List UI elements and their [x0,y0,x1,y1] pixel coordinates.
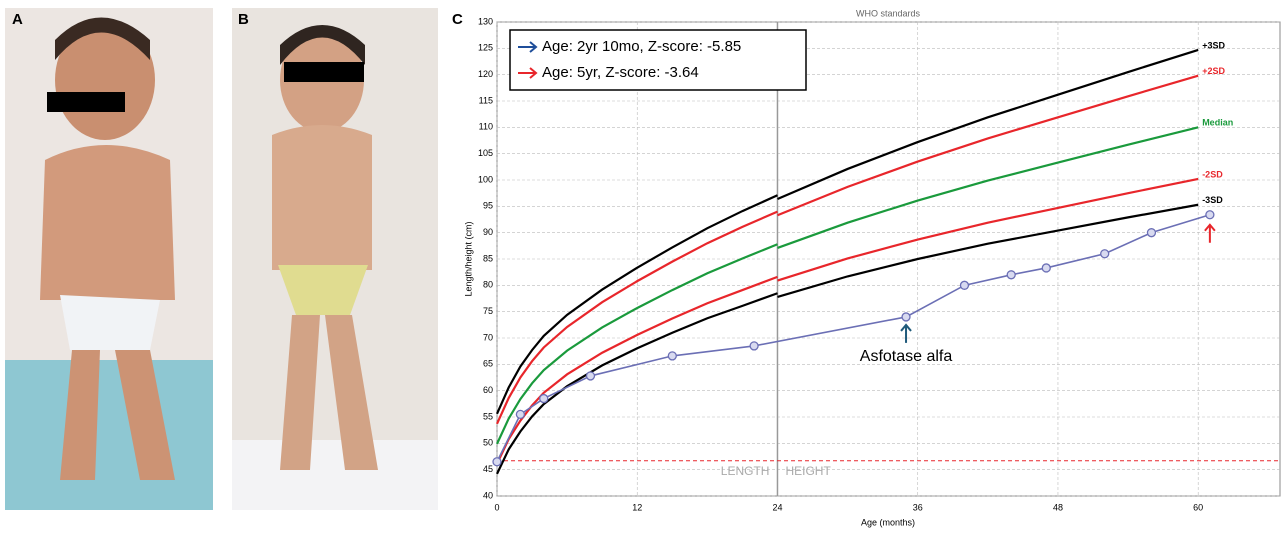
legend-label: Age: 5yr, Z-score: -3.64 [542,64,699,81]
y-tick-label: 100 [478,174,493,184]
y-tick-label: 60 [483,385,493,395]
series-label: +3SD [1202,40,1225,50]
series-line [497,76,1198,424]
data-point [1147,229,1155,237]
x-tick-label: 0 [494,502,499,512]
y-tick-label: 110 [479,122,493,132]
chart-title: WHO standards [856,8,921,18]
series-label: -2SD [1202,169,1223,179]
y-tick-label: 95 [483,201,493,211]
y-tick-label: 120 [478,69,493,79]
series-label: Median [1202,118,1233,128]
y-tick-label: 75 [483,306,493,316]
y-tick-label: 125 [478,43,493,53]
panel-label: A [12,11,23,28]
y-tick-label: 130 [478,16,493,26]
y-tick-label: 80 [483,280,493,290]
series-label: +2SD [1202,66,1225,76]
y-tick-label: 115 [479,95,493,105]
panel-label: C [452,11,463,28]
series-line [497,205,1198,474]
data-point [493,458,501,466]
data-point [540,395,548,403]
legend-label: Age: 2yr 10mo, Z-score: -5.85 [542,38,741,55]
data-point [1007,271,1015,279]
x-tick-label: 48 [1053,502,1063,512]
y-axis-label: Length/height (cm) [463,221,473,296]
y-tick-label: 85 [483,253,493,263]
x-axis-label: Age (months) [861,517,915,527]
y-tick-label: 105 [478,148,493,158]
x-tick-label: 12 [632,502,642,512]
figure: A B C WHO standards Age (months) Length/… [0,0,1284,534]
data-point [902,313,910,321]
data-point [586,372,594,380]
segment-label: HEIGHT [785,464,831,478]
data-point [1206,211,1214,219]
y-tick-label: 45 [483,464,493,474]
y-tick-label: 90 [483,227,493,237]
y-tick-label: 50 [483,438,493,448]
data-point [668,352,676,360]
annotation: Asfotase alfa [860,348,953,365]
data-point [1101,250,1109,258]
x-tick-label: 36 [913,502,923,512]
data-point [1042,264,1050,272]
photo-b [232,8,438,510]
data-point [750,342,758,350]
x-tick-label: 60 [1193,502,1203,512]
y-tick-label: 70 [483,332,493,342]
x-tick-label: 24 [772,502,782,512]
segment-label: LENGTH [721,464,770,478]
y-tick-label: 40 [483,490,493,500]
series-line [497,50,1198,414]
y-tick-label: 65 [483,359,493,369]
arrow [1205,225,1215,243]
photo-a [5,8,213,510]
data-point [516,410,524,418]
y-tick-label: 55 [483,411,493,421]
series-label: -3SD [1202,195,1223,205]
data-point [960,281,968,289]
arrow [901,325,911,343]
panel-label: B [238,11,249,28]
